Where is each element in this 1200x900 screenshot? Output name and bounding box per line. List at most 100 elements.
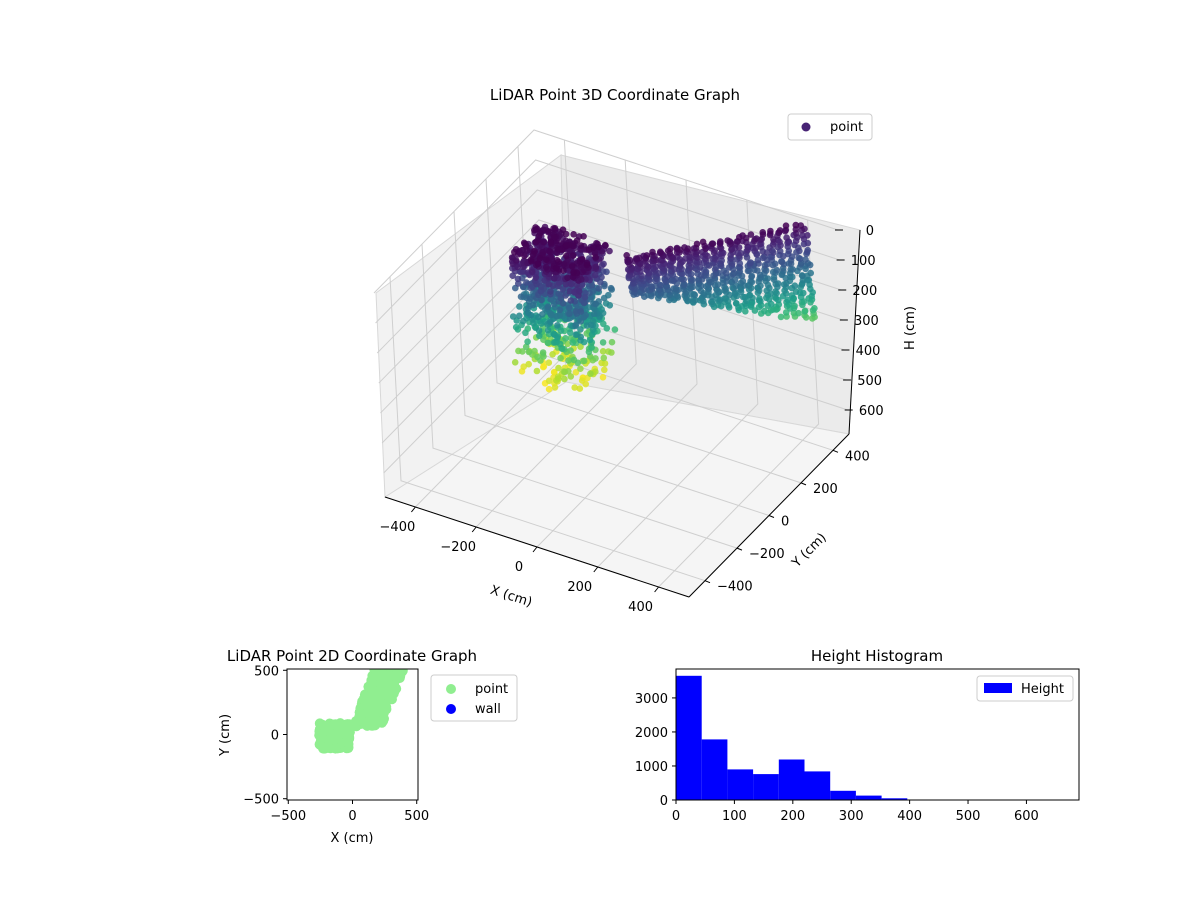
y-tick-label-histogram: 2000 [635, 726, 668, 741]
point-3d [693, 240, 701, 248]
point-2d [381, 704, 392, 715]
grid-line-y [421, 244, 738, 549]
x-tick-label-histogram: 100 [722, 809, 747, 824]
x-tick-label-3d: −400 [380, 520, 416, 535]
grid-line-z [373, 129, 839, 294]
x-tick-label-histogram: 400 [897, 809, 922, 824]
point-3d [606, 302, 614, 309]
grid-line-x [475, 159, 637, 528]
point-3d [753, 235, 760, 242]
point-3d [568, 280, 575, 288]
point-3d [534, 260, 542, 267]
point-3d [599, 339, 607, 346]
point-3d [657, 248, 664, 256]
point-3d [791, 282, 799, 290]
point-3d [581, 293, 589, 301]
point-3d [608, 349, 615, 356]
point-3d [516, 312, 523, 320]
point-3d [545, 359, 553, 367]
point-3d [580, 233, 587, 240]
point-2d [376, 678, 386, 689]
point-3d [517, 293, 525, 301]
point-3d [608, 338, 616, 346]
point-3d [532, 238, 540, 246]
point-3d [540, 363, 547, 371]
point-3d [783, 280, 790, 287]
y-tick-label-2d: 500 [254, 664, 279, 679]
point-3d [562, 292, 569, 299]
point-3d [599, 268, 607, 275]
point-2d [344, 733, 355, 744]
point-3d [560, 267, 567, 274]
point-3d [545, 281, 553, 288]
point-3d [599, 374, 607, 381]
point-3d [600, 354, 608, 362]
point-3d [572, 321, 580, 329]
x-tick-3d [654, 586, 659, 593]
point-3d [600, 260, 607, 268]
point-3d [799, 232, 806, 239]
point-3d [577, 308, 585, 315]
point-3d [514, 275, 522, 283]
x-tick-label-histogram: 500 [956, 809, 981, 824]
point-2d [366, 716, 377, 727]
point-3d [807, 269, 814, 277]
point-3d [566, 247, 573, 255]
point-3d [754, 267, 761, 274]
legend-histogram-frame [976, 675, 1074, 702]
z-tick-label-3d: 200 [852, 284, 877, 299]
point-3d [524, 338, 531, 346]
y-tick-label-3d: −400 [717, 580, 753, 595]
point-3d [600, 320, 607, 328]
point-3d [588, 281, 596, 289]
point-3d [514, 263, 521, 271]
point-3d [731, 276, 739, 284]
legend-histogram-label: Height [1021, 682, 1064, 697]
legend-2d-marker-point [446, 684, 456, 694]
point-3d [522, 329, 529, 337]
point-3d [592, 263, 600, 271]
y-tick-label-2d: −500 [243, 793, 279, 808]
point-3d [583, 259, 591, 267]
point-3d [607, 284, 615, 292]
point-3d [777, 313, 785, 321]
point-3d [747, 231, 755, 238]
point-3d [547, 238, 554, 246]
point-3d [511, 359, 519, 366]
point-3d [519, 348, 526, 355]
point-3d [531, 226, 538, 234]
point-3d [547, 311, 555, 319]
point-3d [797, 222, 805, 229]
point-3d [672, 285, 680, 292]
x-tick-label-2d: 500 [404, 809, 429, 824]
point-3d [595, 285, 602, 292]
point-3d [567, 297, 575, 304]
point-3d [603, 325, 611, 332]
point-3d [522, 343, 530, 351]
point-3d [525, 360, 532, 368]
point-3d [529, 268, 536, 276]
point-3d [556, 311, 564, 319]
point-3d [555, 375, 562, 382]
point-3d [736, 233, 743, 241]
x-tick-label-3d: −200 [440, 540, 476, 555]
x-tick-label-histogram: 600 [1014, 809, 1039, 824]
point-3d [555, 258, 562, 266]
point-3d [559, 286, 567, 293]
point-3d [795, 309, 802, 317]
point-3d [800, 289, 807, 297]
z-tick-label-3d: 400 [856, 344, 881, 359]
x-tick-label-histogram: 0 [672, 809, 680, 824]
point-3d [537, 320, 545, 327]
point-3d [544, 326, 552, 334]
histogram-bar [778, 759, 805, 800]
point-3d [536, 254, 544, 262]
point-3d [586, 336, 594, 344]
histogram-bar [855, 795, 882, 800]
point-3d [587, 321, 595, 329]
legend-2d-marker-wall [446, 704, 456, 714]
x-tick-3d [532, 546, 538, 553]
point-3d [539, 349, 547, 356]
legend-3d-label-point: point [830, 120, 863, 135]
y-axis-label-2d: Y (cm) [218, 714, 233, 757]
